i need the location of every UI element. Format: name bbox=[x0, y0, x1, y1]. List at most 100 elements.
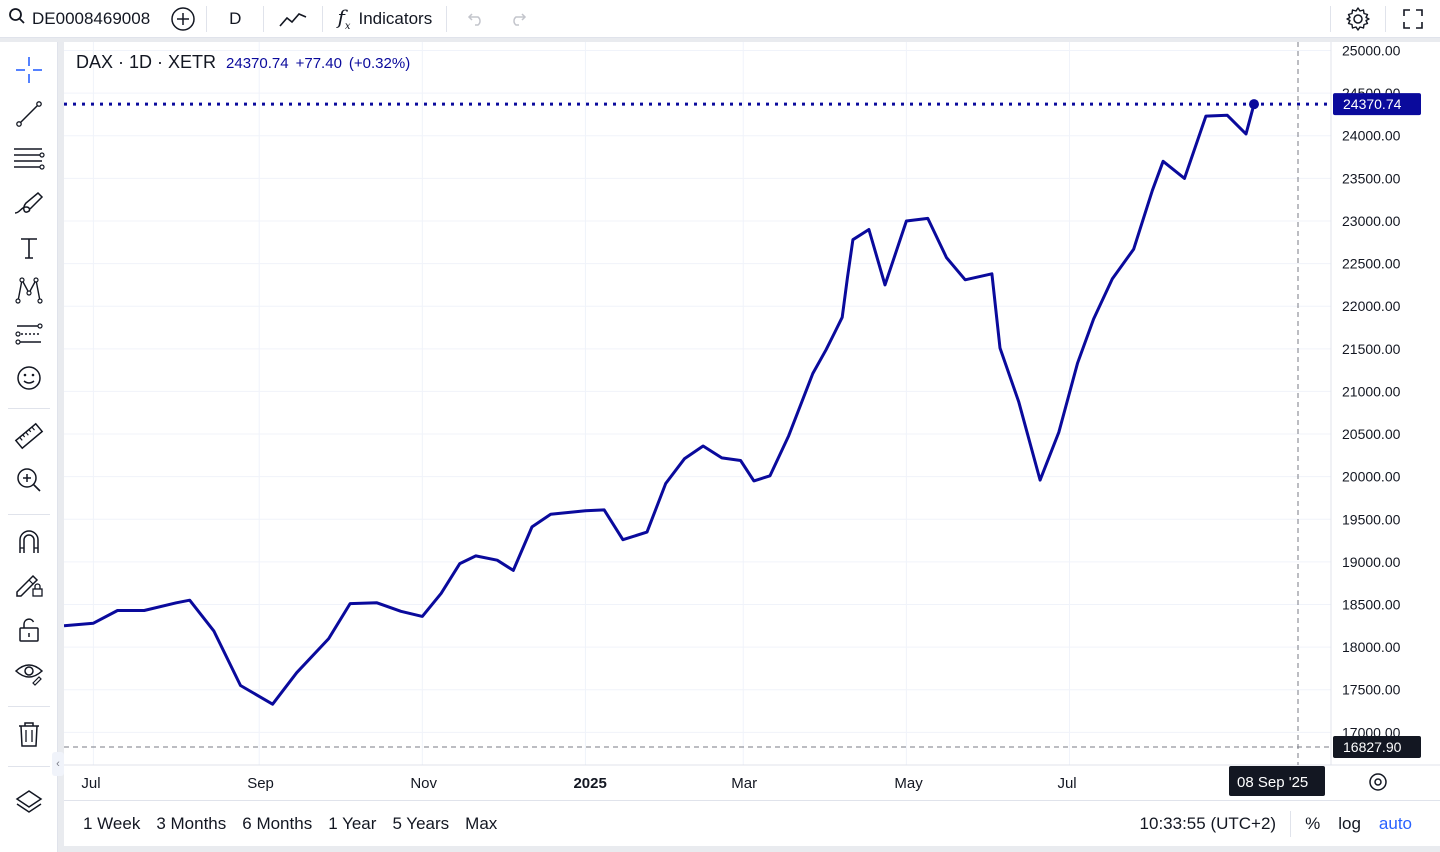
redo-icon bbox=[509, 11, 529, 27]
range-6-months[interactable]: 6 Months bbox=[242, 813, 313, 833]
symbol-code: DE0008469008 bbox=[32, 8, 151, 28]
magnet-icon bbox=[14, 527, 44, 562]
log-scale-toggle[interactable]: log bbox=[1338, 814, 1361, 833]
price-tick-label: 21000.00 bbox=[1342, 383, 1401, 399]
crosshair-price-bg bbox=[1333, 736, 1421, 758]
price-tick-label: 18500.00 bbox=[1342, 596, 1401, 612]
undo-button[interactable] bbox=[447, 0, 497, 38]
brush-tool[interactable] bbox=[9, 188, 49, 224]
unlock-tool[interactable] bbox=[9, 614, 49, 650]
crosshair-price-label: 16827.90 bbox=[1333, 736, 1421, 758]
toolbar-divider bbox=[322, 5, 324, 32]
timezone-clock[interactable]: 10:33:55 (UTC+2) bbox=[1139, 814, 1277, 833]
range-5-years[interactable]: 5 Years bbox=[392, 813, 450, 833]
settings-button[interactable] bbox=[1331, 0, 1385, 38]
range-max[interactable]: Max bbox=[465, 813, 498, 833]
compare-symbol-button[interactable] bbox=[160, 0, 206, 38]
chart-pane[interactable]: 17000.00 17500.00 18000.00 18500.00 19000.00… bbox=[64, 42, 1440, 800]
add-circle-icon bbox=[170, 6, 196, 32]
toolbar-divider bbox=[263, 5, 265, 32]
measure-tool[interactable] bbox=[9, 420, 49, 456]
toolbar-divider bbox=[446, 5, 448, 32]
crosshair-date-bg bbox=[1229, 766, 1325, 796]
range-1-year[interactable]: 1 Year bbox=[328, 813, 377, 833]
crosshair-tool[interactable] bbox=[9, 54, 49, 90]
price-tick-label: 19000.00 bbox=[1342, 554, 1401, 570]
trend-line-tool[interactable] bbox=[9, 98, 49, 134]
time-tick-label: Sep bbox=[247, 775, 274, 792]
time-axis-settings-button[interactable] bbox=[1369, 773, 1387, 791]
unlock-icon bbox=[14, 615, 44, 650]
time-tick-label: May bbox=[894, 775, 923, 792]
auto-scale-toggle[interactable]: auto bbox=[1378, 814, 1412, 833]
text-tool[interactable] bbox=[9, 232, 49, 268]
legend-values: 24370.74 +77.40 (+0.32%) bbox=[226, 55, 410, 72]
price-axis-ticks: 17000.0017500.0018000.0018500.0019000.00… bbox=[1342, 43, 1401, 741]
last-price-dot bbox=[1249, 99, 1259, 110]
tool-divider bbox=[8, 514, 50, 515]
indicators-button[interactable]: fx Indicators bbox=[323, 0, 446, 38]
price-tick-label: 19500.00 bbox=[1342, 511, 1401, 527]
pattern-icon bbox=[14, 275, 44, 310]
forecast-tool[interactable] bbox=[9, 318, 49, 354]
crosshair-date-label: 08 Sep '25 bbox=[1229, 766, 1325, 796]
magnet-tool[interactable] bbox=[9, 526, 49, 562]
emoji-tool[interactable] bbox=[9, 362, 49, 398]
brush-icon bbox=[12, 189, 46, 224]
trend-line-icon bbox=[14, 99, 44, 134]
indicators-label: Indicators bbox=[358, 8, 433, 28]
toolbar-divider bbox=[1385, 6, 1386, 32]
lock-drawings-tool[interactable] bbox=[9, 568, 49, 604]
toolbar-divider bbox=[206, 5, 208, 32]
last-price-label: 24370.74 bbox=[1333, 93, 1421, 116]
tool-divider bbox=[8, 706, 50, 707]
zoom-in-icon bbox=[14, 465, 44, 500]
time-axis-labels: Jul Sep Nov 2025 Mar May Jul bbox=[81, 775, 1076, 792]
percent-scale-toggle[interactable]: % bbox=[1305, 814, 1321, 833]
undo-icon bbox=[465, 11, 485, 27]
range-3-months[interactable]: 3 Months bbox=[156, 813, 227, 833]
fullscreen-icon bbox=[1402, 8, 1424, 30]
remove-drawings-tool[interactable] bbox=[9, 718, 49, 754]
redo-button[interactable] bbox=[497, 0, 541, 38]
forecast-icon bbox=[13, 319, 45, 354]
range-1-week[interactable]: 1 Week bbox=[83, 813, 141, 833]
text-icon bbox=[14, 233, 44, 268]
crosshair-icon bbox=[14, 55, 44, 90]
bottom-toolbar-right: 10:33:55 (UTC+2) % log auto bbox=[1126, 801, 1440, 847]
toolbar-right bbox=[1330, 0, 1440, 38]
fib-tool[interactable] bbox=[9, 142, 49, 178]
tool-divider bbox=[8, 766, 50, 767]
line-chart-icon bbox=[278, 9, 308, 29]
price-tick-label: 22500.00 bbox=[1342, 256, 1401, 272]
time-tick-label: Jul bbox=[81, 775, 100, 792]
chevron-left-icon: ‹ bbox=[56, 758, 60, 770]
chart-legend: DAX · 1D · XETR 24370.74 +77.40 (+0.32%) bbox=[76, 52, 410, 73]
drawing-toolbar bbox=[0, 42, 58, 852]
time-tick-label: Mar bbox=[731, 775, 757, 792]
price-tick-label: 22000.00 bbox=[1342, 298, 1401, 314]
last-price-label-text: 24370.74 bbox=[1343, 96, 1402, 112]
chart-canvas[interactable]: 17000.0017500.0018000.0018500.0019000.00… bbox=[64, 42, 1440, 800]
fullscreen-button[interactable] bbox=[1386, 0, 1440, 38]
zoom-tool[interactable] bbox=[9, 464, 49, 500]
chart-type-button[interactable] bbox=[264, 0, 322, 38]
lock-drawing-icon bbox=[13, 568, 45, 605]
last-price-label-bg bbox=[1333, 93, 1421, 116]
interval-button[interactable]: D bbox=[229, 8, 242, 28]
legend-change-percent: (+0.32%) bbox=[348, 55, 411, 72]
hide-drawings-tool[interactable] bbox=[9, 656, 49, 692]
symbol-search[interactable]: DE0008469008 bbox=[0, 0, 160, 38]
object-tree-tool[interactable] bbox=[9, 786, 49, 822]
price-tick-label: 23500.00 bbox=[1342, 170, 1401, 186]
collapse-toolbar-button[interactable]: ‹ bbox=[52, 752, 64, 776]
legend-title[interactable]: DAX · 1D · XETR bbox=[76, 52, 217, 72]
crosshair-date-text: 08 Sep '25 bbox=[1237, 774, 1308, 791]
bottom-toolbar: 1 Week 3 Months 6 Months 1 Year 5 Years … bbox=[64, 800, 1440, 846]
pattern-tool[interactable] bbox=[9, 274, 49, 310]
price-series-line[interactable] bbox=[64, 103, 1256, 706]
price-tick-label: 20500.00 bbox=[1342, 426, 1401, 442]
price-tick-label: 21500.00 bbox=[1342, 341, 1401, 357]
function-icon: fx bbox=[337, 5, 351, 32]
price-tick-label: 20000.00 bbox=[1342, 469, 1401, 485]
